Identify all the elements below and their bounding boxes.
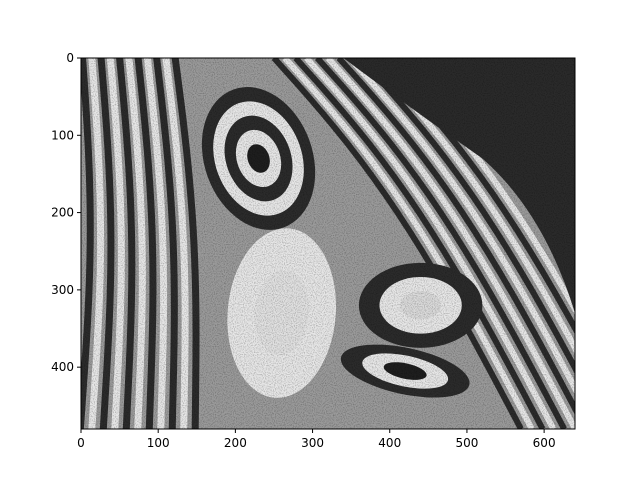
- noise-overlay: [81, 58, 575, 429]
- y-tick-label: 400: [51, 360, 74, 374]
- heatmap-image: [81, 58, 575, 429]
- x-tick-label: 600: [533, 436, 556, 450]
- y-tick-label: 0: [66, 51, 74, 65]
- y-tick-label: 300: [51, 283, 74, 297]
- x-tick-label: 0: [77, 436, 85, 450]
- x-tick-label: 300: [301, 436, 324, 450]
- x-tick-label: 500: [455, 436, 478, 450]
- y-tick-label: 200: [51, 206, 74, 220]
- axes-frame: [80, 57, 576, 430]
- x-tick-label: 400: [378, 436, 401, 450]
- y-axis: 0 100 200 300 400: [51, 51, 81, 374]
- y-tick-label: 100: [51, 128, 74, 142]
- x-tick-label: 200: [224, 436, 247, 450]
- x-axis: 0 100 200 300 400 500 600: [77, 429, 556, 450]
- x-tick-label: 100: [147, 436, 170, 450]
